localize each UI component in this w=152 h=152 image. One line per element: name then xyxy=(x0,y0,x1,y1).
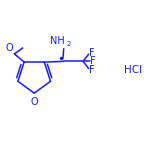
Text: HCl: HCl xyxy=(124,65,142,75)
Text: NH: NH xyxy=(50,36,64,47)
Text: F: F xyxy=(89,65,95,75)
Text: 2: 2 xyxy=(67,41,71,47)
Text: O: O xyxy=(30,97,38,107)
Text: F: F xyxy=(90,56,96,66)
Text: O: O xyxy=(5,43,13,53)
Text: F: F xyxy=(89,48,95,58)
